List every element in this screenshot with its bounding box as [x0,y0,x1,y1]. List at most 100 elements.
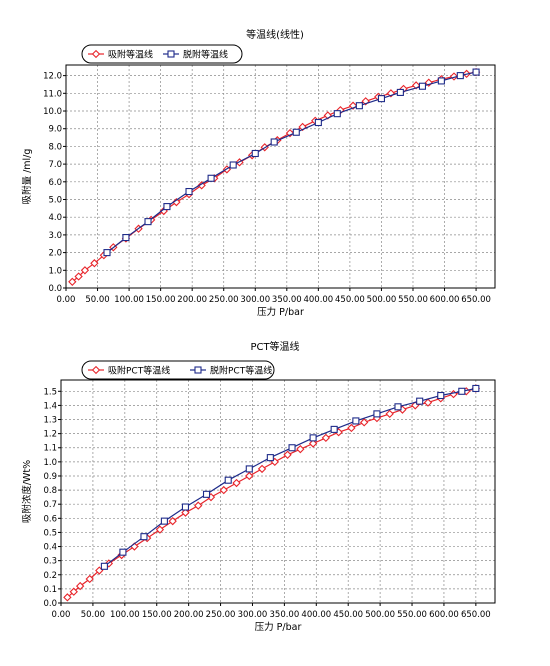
data-point [75,581,85,591]
data-point [219,485,228,495]
x-tick-label: 200.00 [177,295,207,305]
x-tick-label: 50.00 [85,295,109,305]
data-point [168,516,177,526]
legend-marker [167,50,175,58]
x-tick-label: 500.00 [365,610,395,620]
data-point [292,128,300,136]
legend-box [81,360,275,380]
legend-label: 吸附PCT等温线 [108,365,170,377]
x-tick-label: 500.00 [367,295,397,305]
data-point [69,587,78,596]
data-point [232,478,241,488]
x-tick-label: 0.00 [57,295,76,305]
x-tick-label: 400.00 [301,610,331,620]
x-tick-label: 450.00 [333,610,363,620]
x-tick-label: 400.00 [303,295,333,305]
data-point [140,533,148,541]
data-point [119,548,127,556]
x-tick-label: 200.00 [174,610,204,620]
y-tick-label: 5.0 [48,196,62,206]
data-point [202,490,211,498]
y-tick-label: 10.0 [43,107,62,117]
data-point [63,593,72,602]
y-tick-label: 1.4 [43,401,57,411]
legend: 吸附等温线 脱附等温线 [81,44,243,64]
y-tick-label: 8.0 [48,142,62,152]
y-tick-label: 0.5 [43,528,57,538]
x-tick-label: 250.00 [206,610,236,620]
plot-area [61,380,495,603]
data-point [298,122,307,132]
legend-label: 脱附等温线 [183,49,228,61]
data-point [163,203,171,211]
x-tick-label: 100.00 [114,295,144,305]
x-axis-label: 压力 P/bar [257,306,304,318]
y-tick-label: 12.0 [43,72,62,82]
data-point [103,249,111,257]
data-point [85,574,94,584]
data-point [394,403,402,411]
x-tick-label: 300.00 [240,295,270,305]
data-point [418,82,426,90]
y-axis-label: 吸附量 /ml/g [21,149,33,205]
data-point [309,434,317,442]
data-point [122,234,130,242]
legend-marker [194,366,202,374]
data-point [74,272,83,281]
data-point [245,471,254,481]
data-point [245,465,253,473]
y-tick-label: 0.2 [43,571,57,581]
data-point [160,517,168,525]
data-point [352,417,360,425]
x-tick-label: 550.00 [397,610,427,620]
y-tick-label: 0.0 [43,599,57,609]
y-tick-label: 3.0 [48,231,62,241]
data-point [181,503,190,511]
x-tick-label: 350.00 [272,295,302,305]
data-point [90,259,99,268]
x-tick-label: 50.00 [81,610,105,620]
legend-box [81,44,243,64]
legend-label: 吸附等温线 [108,49,153,61]
data-point [194,501,203,510]
data-point [373,410,381,418]
y-tick-label: 0.8 [43,486,57,496]
y-tick-label: 0.7 [43,500,57,510]
data-point [437,77,445,85]
data-point [185,187,193,196]
x-tick-label: 250.00 [209,295,239,305]
data-point [251,149,259,158]
data-point [144,218,152,226]
x-tick-label: 150.00 [142,610,172,620]
data-point [396,88,404,96]
legend: 吸附PCT等温线 脱附PCT等温线 [81,360,275,380]
y-tick-label: 1.1 [43,444,57,454]
data-point [416,397,424,405]
isotherm-linear-chart: 等温线(线性) 0.00 50.00 100.00 150.00 200.00 250.00… [21,28,496,318]
y-tick-label: 0.4 [43,543,57,553]
legend-marker [91,49,101,59]
y-tick-label: 6.0 [48,178,62,188]
y-tick-label: 1.0 [48,266,62,276]
x-tick-label: 100.00 [110,610,140,620]
data-point [333,110,341,118]
series-desorption [103,68,480,257]
x-tick-label: 150.00 [146,295,176,305]
y-tick-label: 11.0 [43,89,62,99]
legend-label: 脱附PCT等温线 [210,365,272,377]
legend-marker [91,365,101,375]
data-point [458,387,466,395]
x-tick-label: 300.00 [238,610,268,620]
y-axis-label: 吸附浓度/Wt% [21,460,33,523]
data-point [288,444,296,452]
data-point [283,450,292,459]
data-point [456,72,464,80]
y-tick-label: 2.0 [48,249,62,259]
data-point [472,384,480,393]
data-point [296,444,305,454]
data-point [472,68,480,76]
chart-title: PCT等温线 [250,340,299,353]
data-point [321,433,331,443]
